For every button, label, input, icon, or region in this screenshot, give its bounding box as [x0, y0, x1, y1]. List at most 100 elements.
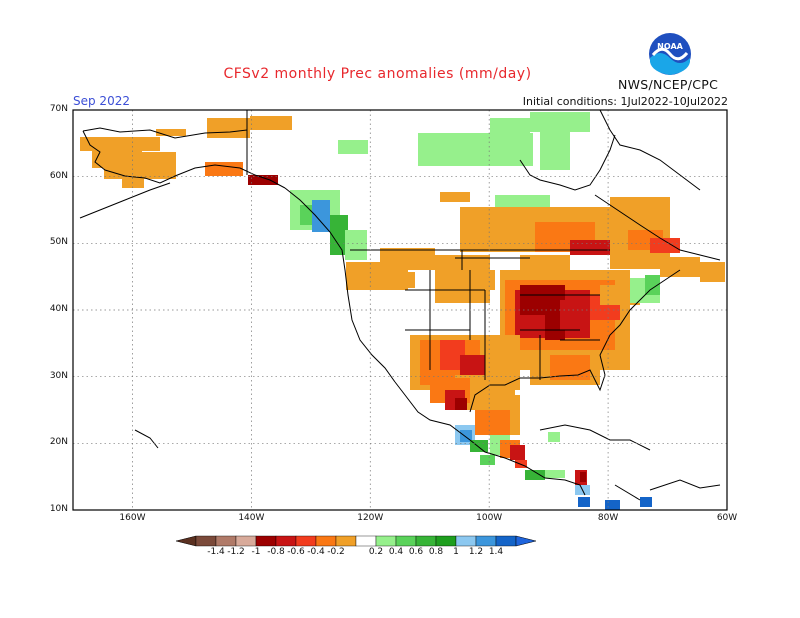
- agency-label: NWS/NCEP/CPC: [618, 77, 719, 92]
- colorbar-swatch: [455, 535, 477, 547]
- coastline-path: [82, 127, 248, 139]
- anomaly-cell: [560, 300, 590, 330]
- anomaly-cell: [605, 500, 620, 510]
- anomaly-cell: [660, 257, 700, 277]
- colorbar-tick-label: -0.2: [327, 547, 345, 557]
- anomaly-cell: [330, 215, 348, 255]
- lon-tick-label: 80W: [597, 513, 619, 523]
- anomaly-cell: [430, 255, 445, 265]
- anomaly-cell: [520, 285, 565, 315]
- colorbar-swatch: [295, 535, 317, 547]
- anomaly-cell: [700, 262, 725, 282]
- lon-tick-label: 120W: [357, 513, 384, 523]
- lon-tick-label: 140W: [238, 513, 265, 523]
- colorbar-high-arrow: [515, 535, 537, 547]
- colorbar-swatch: [275, 535, 297, 547]
- noaa-logo: NOAA: [649, 33, 691, 75]
- anomaly-cell: [465, 270, 495, 290]
- anomaly-cell: [555, 112, 585, 127]
- lat-tick-label: 60N: [49, 170, 68, 181]
- anomaly-cell: [480, 455, 495, 465]
- anomaly-cell: [312, 200, 330, 232]
- anomaly-cell: [640, 497, 652, 507]
- colorbar-swatch: [315, 535, 337, 547]
- anomaly-cell: [395, 272, 415, 288]
- colorbar-swatch: [255, 535, 277, 547]
- colorbar-swatch: [395, 535, 417, 547]
- colorbar-swatch: [335, 535, 357, 547]
- colorbar-tick-label: 0.2: [368, 547, 384, 557]
- anomaly-cell: [205, 162, 243, 176]
- anomaly-cell: [645, 275, 660, 295]
- colorbar-tick-label: -1.4: [207, 547, 225, 557]
- colorbar: [175, 535, 537, 547]
- coastline-path: [594, 194, 721, 261]
- anomaly-cell: [418, 133, 533, 166]
- colorbar-tick-label: -0.8: [267, 547, 285, 557]
- lat-tick-label: 20N: [49, 437, 68, 448]
- anomaly-cell: [490, 118, 530, 138]
- colorbar-swatch: [475, 535, 497, 547]
- colorbar-tick-label: 0.6: [408, 547, 424, 557]
- anomaly-cell: [525, 470, 545, 480]
- anomaly-cell: [207, 118, 250, 138]
- colorbar-tick-label: -1.2: [227, 547, 245, 557]
- colorbar-tick-label: 1.4: [488, 547, 504, 557]
- coastline-path: [520, 294, 600, 380]
- chart-title: CFSv2 monthly Prec anomalies (mm/day): [223, 66, 532, 82]
- anomaly-cell: [250, 116, 292, 130]
- coastline-path: [394, 381, 586, 496]
- anomaly-cell: [440, 192, 470, 202]
- anomaly-cell: [580, 472, 586, 482]
- lon-tick-label: 60W: [716, 513, 738, 523]
- anomaly-cell: [650, 238, 680, 253]
- coastline-path: [599, 269, 681, 376]
- colorbar-swatch: [355, 535, 377, 547]
- anomaly-cells: [80, 112, 725, 510]
- anomaly-cell: [590, 355, 610, 370]
- map-frame: [72, 109, 728, 511]
- anomaly-cell: [460, 355, 485, 377]
- anomaly-cell: [548, 432, 560, 442]
- lat-tick-label: 50N: [49, 237, 68, 248]
- colorbar-tick-label: 0.4: [388, 547, 404, 557]
- lat-tick-label: 10N: [49, 504, 68, 514]
- colorbar-swatch: [415, 535, 437, 547]
- colorbar-tick-label: 0.8: [428, 547, 444, 557]
- anomaly-cell: [380, 248, 435, 270]
- coastlines: [79, 109, 721, 501]
- anomaly-cell: [475, 410, 510, 435]
- colorbar-swatch: [435, 535, 457, 547]
- colorbar-tick-label: -0.6: [287, 547, 305, 557]
- colorbar-swatch: [235, 535, 257, 547]
- colorbar-tick-label: -0.4: [307, 547, 325, 557]
- lon-tick-label: 160W: [119, 513, 146, 523]
- anomaly-cell: [345, 230, 367, 260]
- initial-conditions: Initial conditions: 1Jul2022-10Jul2022: [522, 95, 728, 108]
- anomaly-cell: [156, 129, 186, 136]
- colorbar-swatch: [195, 535, 217, 547]
- anomaly-cell: [570, 240, 610, 255]
- anomaly-cell: [510, 445, 525, 460]
- colorbar-swatch: [375, 535, 397, 547]
- coastline-path: [284, 187, 396, 383]
- forecast-month: Sep 2022: [73, 94, 130, 108]
- anomaly-cell: [122, 178, 144, 188]
- colorbar-low-arrow: [175, 535, 197, 547]
- colorbar-tick-label: 1.2: [468, 547, 484, 557]
- lon-tick-label: 100W: [476, 513, 503, 523]
- coastline-path: [79, 182, 171, 219]
- lat-tick-label: 30N: [49, 370, 68, 381]
- anomaly-cell: [248, 175, 278, 185]
- colorbar-swatch: [495, 535, 517, 547]
- colorbar-tick-label: 1: [453, 547, 459, 557]
- anomaly-cell: [92, 150, 142, 168]
- coastline-path: [539, 424, 651, 451]
- anomaly-cell: [545, 470, 565, 478]
- coastline-path: [614, 479, 721, 501]
- anomaly-cell: [338, 140, 368, 154]
- coastline-path: [599, 109, 701, 191]
- anomaly-cell: [578, 497, 590, 507]
- coastline-path: [405, 270, 486, 380]
